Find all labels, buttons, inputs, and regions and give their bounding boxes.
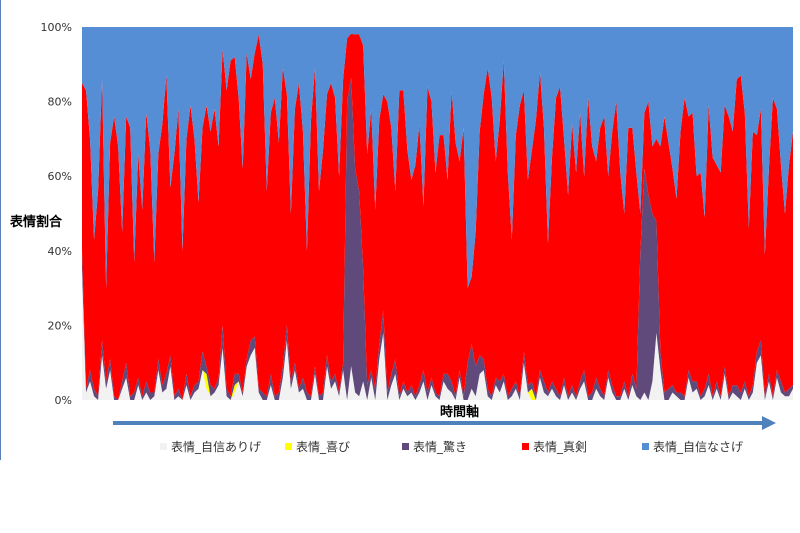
left-border-line bbox=[0, 0, 1, 460]
y-tick-label: 20% bbox=[48, 319, 72, 332]
time-axis-arrow-head bbox=[762, 416, 776, 430]
y-axis-label: 表情割合 bbox=[9, 214, 63, 230]
area-series-5 bbox=[82, 27, 793, 289]
y-tick-label: 0% bbox=[55, 394, 72, 407]
legend-label: 表情_驚き bbox=[413, 439, 467, 454]
y-tick-label: 60% bbox=[48, 170, 72, 183]
legend: 表情_自信ありげ 表情_喜び 表情_驚き 表情_真剣 表情_自信なさげ bbox=[160, 439, 743, 454]
y-tick-label: 40% bbox=[48, 245, 72, 258]
legend-swatch bbox=[285, 443, 292, 450]
legend-swatch bbox=[642, 443, 649, 450]
legend-label: 表情_喜び bbox=[296, 440, 350, 454]
legend-label: 表情_真剣 bbox=[533, 440, 587, 454]
legend-swatch bbox=[522, 443, 529, 450]
area-series-3 bbox=[82, 77, 793, 400]
legend-label: 表情_自信なさげ bbox=[653, 440, 743, 454]
legend-label: 表情_自信ありげ bbox=[171, 440, 261, 454]
y-axis-ticks: 0% 20% 40% 60% 80% 100% bbox=[41, 21, 72, 407]
y-tick-label: 80% bbox=[48, 96, 72, 109]
y-tick-label: 100% bbox=[41, 21, 72, 34]
legend-swatch bbox=[402, 443, 409, 450]
x-axis-label: 時間軸 bbox=[440, 404, 479, 420]
area-series-4 bbox=[82, 33, 793, 400]
plot-area bbox=[82, 27, 793, 400]
legend-swatch bbox=[160, 443, 167, 450]
